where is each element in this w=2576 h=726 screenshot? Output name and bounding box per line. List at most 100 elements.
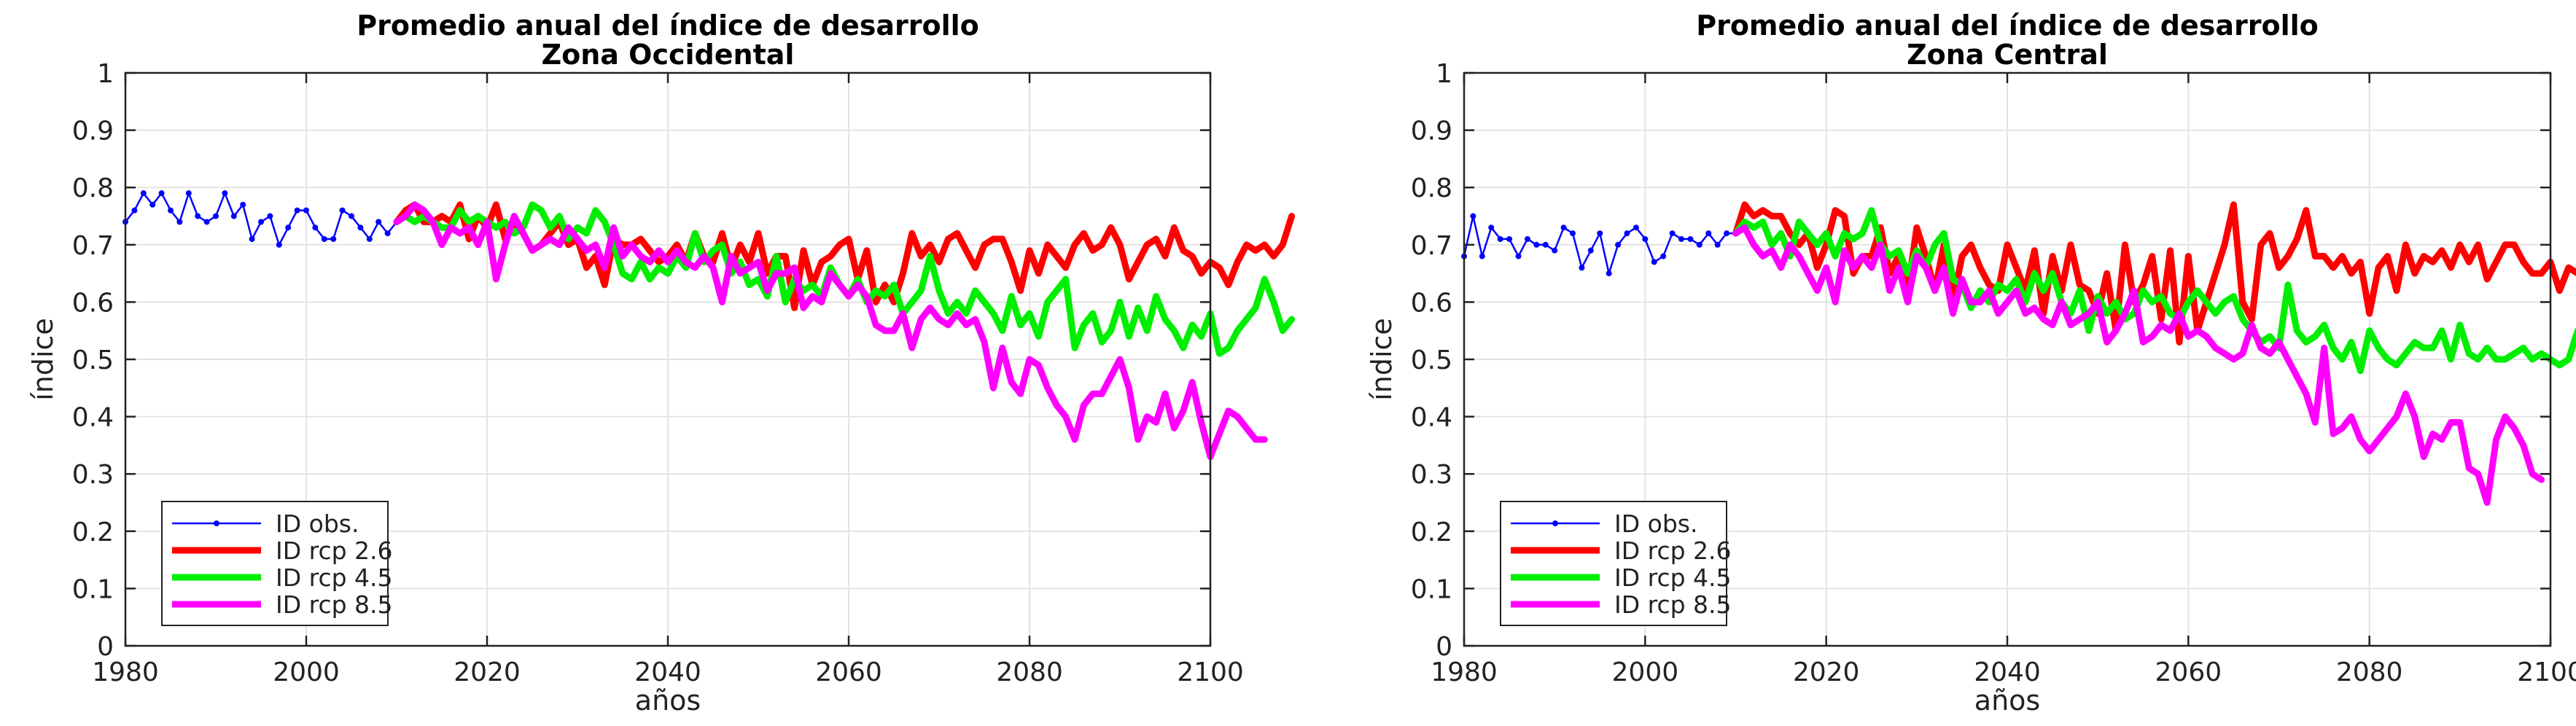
series-point: [258, 219, 264, 225]
series-point: [1524, 235, 1530, 242]
series-point: [1488, 225, 1495, 231]
series-point: [349, 213, 354, 219]
series-point: [375, 219, 382, 225]
x-tick-label: 1980: [92, 657, 159, 687]
y-tick-label: 0.9: [1411, 117, 1452, 147]
y-tick-label: 0.6: [1411, 288, 1452, 318]
series-point: [203, 219, 210, 225]
legend-label-1: ID obs.: [1614, 510, 1697, 538]
series-point: [1579, 265, 1585, 271]
y-tick-label: 0.3: [72, 460, 114, 490]
chart-subtitle: Zona Occidental: [542, 39, 795, 71]
series-point: [285, 225, 292, 231]
series-point: [158, 190, 165, 197]
x-tick-label: 2020: [1793, 657, 1860, 687]
x-tick-label: 2020: [454, 657, 521, 687]
series-point: [1669, 230, 1676, 237]
series-point: [321, 235, 327, 242]
y-tick-label: 0.2: [72, 518, 114, 547]
chart-panel-2: 1980 2000 2020 2040 2060 2080 2100 0 0.1 0.2 0.3 0.…: [1366, 9, 2576, 717]
x-tick-label: 2100: [1177, 657, 1244, 687]
x-tick-label: 2080: [996, 657, 1063, 687]
x-axis-label: años: [635, 684, 701, 717]
series-point: [249, 235, 255, 242]
y-axis-label: índice: [27, 318, 59, 401]
series-point: [1660, 253, 1667, 259]
legend-swatch-point: [1552, 520, 1558, 526]
y-tick-label: 1: [97, 59, 114, 89]
chart-title: Promedio anual del índice de desarrollo: [357, 9, 979, 42]
y-tick-label: 0: [97, 632, 114, 662]
series-point: [1570, 230, 1576, 237]
y-tick-label: 0.5: [72, 346, 114, 375]
y-axis-label: índice: [1366, 318, 1398, 401]
series-point: [168, 207, 174, 214]
chart-title: Promedio anual del índice de desarrollo: [1696, 9, 2319, 42]
y-tick-label: 0.7: [1411, 231, 1452, 261]
series-point: [1606, 270, 1612, 277]
series-point: [1633, 225, 1639, 231]
series-point: [1470, 213, 1476, 219]
y-tick-label: 0.1: [72, 574, 114, 604]
series-point: [1687, 235, 1694, 242]
y-tick-label: 0.7: [72, 231, 114, 261]
x-tick-label: 2040: [634, 657, 701, 687]
legend-label-1: ID obs.: [276, 510, 359, 538]
series-point: [1651, 259, 1657, 265]
series-point: [1479, 253, 1485, 259]
legend-label-4: ID rcp 8.5: [1614, 590, 1732, 619]
chart-panel-1: 1980 2000 2020 2040 2060 2080 2100 0 0.1 0.2 0.3 0.…: [27, 9, 1296, 717]
legend-label-3: ID rcp 4.5: [1614, 563, 1732, 592]
y-tick-label: 0.8: [72, 173, 114, 203]
series-point: [1624, 230, 1630, 237]
series-point: [312, 225, 319, 231]
legend-label-3: ID rcp 4.5: [276, 563, 393, 592]
series-point: [1714, 241, 1721, 248]
series-point: [195, 213, 201, 219]
x-tick-label: 2060: [2155, 657, 2222, 687]
y-tick-label: 0.3: [1411, 460, 1452, 490]
series-point: [176, 219, 183, 225]
series-line-3: [1732, 207, 2576, 375]
series-point: [267, 213, 273, 219]
chart-subtitle: Zona Central: [1907, 39, 2108, 71]
series-point: [1615, 241, 1622, 248]
legend: ID obs.ID rcp 2.6ID rcp 4.5ID rcp 8.5: [161, 501, 393, 626]
series-point: [1552, 247, 1558, 254]
series-point: [1642, 235, 1649, 242]
legend-label-2: ID rcp 2.6: [1614, 536, 1732, 565]
series-point: [1515, 253, 1522, 259]
series-point: [1506, 235, 1513, 242]
series-point: [240, 201, 246, 208]
series-line-4: [1732, 224, 2545, 506]
x-tick-label: 2100: [2517, 657, 2576, 687]
series-point: [1587, 247, 1594, 254]
y-tick-label: 0.9: [72, 117, 114, 147]
series-point: [185, 190, 192, 197]
series-point: [222, 190, 228, 197]
series-point: [1497, 235, 1503, 242]
series-point: [366, 235, 373, 242]
y-tick-label: 0.5: [1411, 346, 1452, 375]
x-tick-label: 1980: [1431, 657, 1498, 687]
x-tick-label: 2080: [2336, 657, 2403, 687]
x-tick-label: 2060: [815, 657, 882, 687]
x-tick-label: 2000: [273, 657, 340, 687]
x-tick-label: 2000: [1612, 657, 1679, 687]
series-point: [149, 201, 156, 208]
series-point: [1560, 225, 1567, 231]
series-point: [303, 207, 309, 214]
y-tick-label: 0.4: [72, 403, 114, 433]
series-point: [384, 230, 391, 237]
series-point: [140, 190, 147, 197]
series-point: [330, 235, 337, 242]
y-tick-label: 0.2: [1411, 518, 1452, 547]
series-point: [357, 225, 364, 231]
series-point: [339, 207, 346, 214]
series-point: [1696, 241, 1703, 248]
legend-label-4: ID rcp 8.5: [276, 590, 393, 619]
legend-label-2: ID rcp 2.6: [276, 536, 393, 565]
x-tick-label: 2040: [1974, 657, 2041, 687]
y-tick-label: 1: [1436, 59, 1452, 89]
